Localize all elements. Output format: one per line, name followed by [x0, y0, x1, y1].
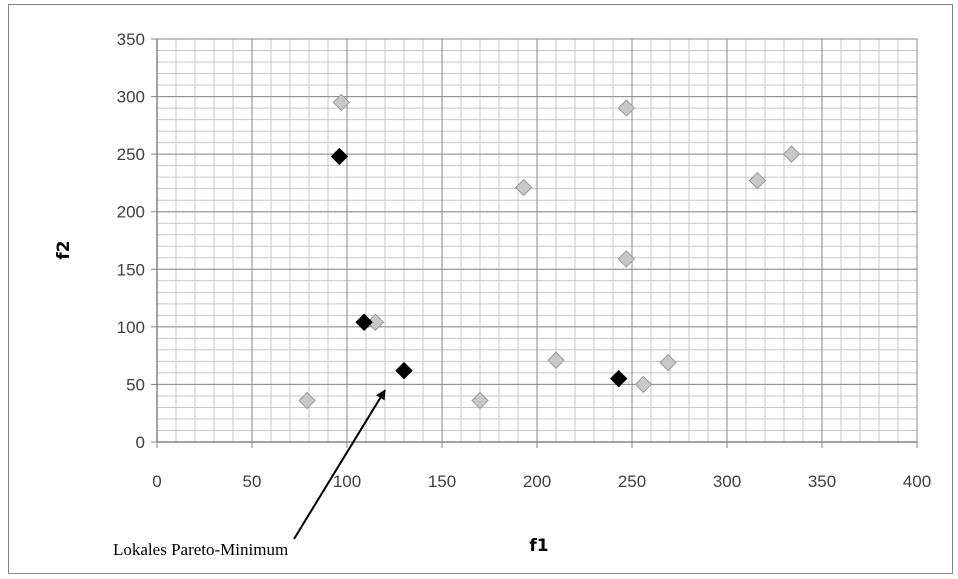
x-tick-label: 50: [243, 472, 262, 491]
annotation-arrow: [293, 389, 386, 540]
chart-frame: 0 50 100 150 200 250 300 350 400 0 50 100 150 200 250…: [8, 4, 953, 574]
y-tick-label: 150: [117, 260, 145, 279]
data-point-gray: [514, 178, 533, 197]
y-tick-label: 250: [117, 145, 145, 164]
data-point-gray: [748, 171, 767, 190]
data-point-gray: [547, 351, 565, 369]
data-point-gray: [782, 145, 801, 163]
data-point-black: [395, 361, 413, 380]
y-tick-label: 350: [117, 30, 145, 49]
x-tick-label: 200: [523, 472, 551, 491]
x-tick-label: 100: [333, 472, 361, 491]
y-tick-label: 100: [117, 318, 145, 337]
x-tick-label: 250: [618, 472, 646, 491]
data-point-black: [330, 147, 349, 166]
y-tick-labels: 0 50 100 150 200 250 300 350: [117, 30, 145, 452]
x-tick-label: 0: [152, 472, 161, 491]
x-tick-label: 300: [713, 472, 741, 491]
axes: [151, 38, 918, 448]
data-point-black: [609, 369, 628, 388]
x-tick-label: 400: [903, 472, 931, 491]
data-point-gray: [634, 375, 653, 394]
y-axis-title: f2: [54, 240, 74, 259]
data-point-black: [355, 313, 373, 331]
data-point-gray: [617, 99, 636, 117]
y-tick-label: 300: [117, 88, 145, 107]
data-point-gray: [366, 313, 385, 331]
scatter-chart: 0 50 100 150 200 250 300 350 400 0 50 100 150 200 250…: [54, 30, 931, 559]
data-point-gray: [298, 391, 316, 410]
x-tick-labels: 0 50 100 150 200 250 300 350 400: [152, 472, 931, 491]
y-tick-label: 0: [136, 433, 145, 452]
data-points: [298, 93, 801, 410]
x-tick-label: 350: [808, 472, 836, 491]
y-tick-label: 200: [117, 203, 145, 222]
data-point-gray: [471, 391, 489, 410]
x-axis-title: f1: [529, 536, 548, 556]
y-tick-label: 50: [126, 375, 145, 394]
data-point-gray: [617, 250, 636, 268]
data-point-gray: [659, 353, 677, 372]
x-tick-label: 150: [428, 472, 456, 491]
annotation-label: Lokales Pareto-Minimum: [113, 540, 288, 559]
data-point-gray: [332, 93, 351, 112]
